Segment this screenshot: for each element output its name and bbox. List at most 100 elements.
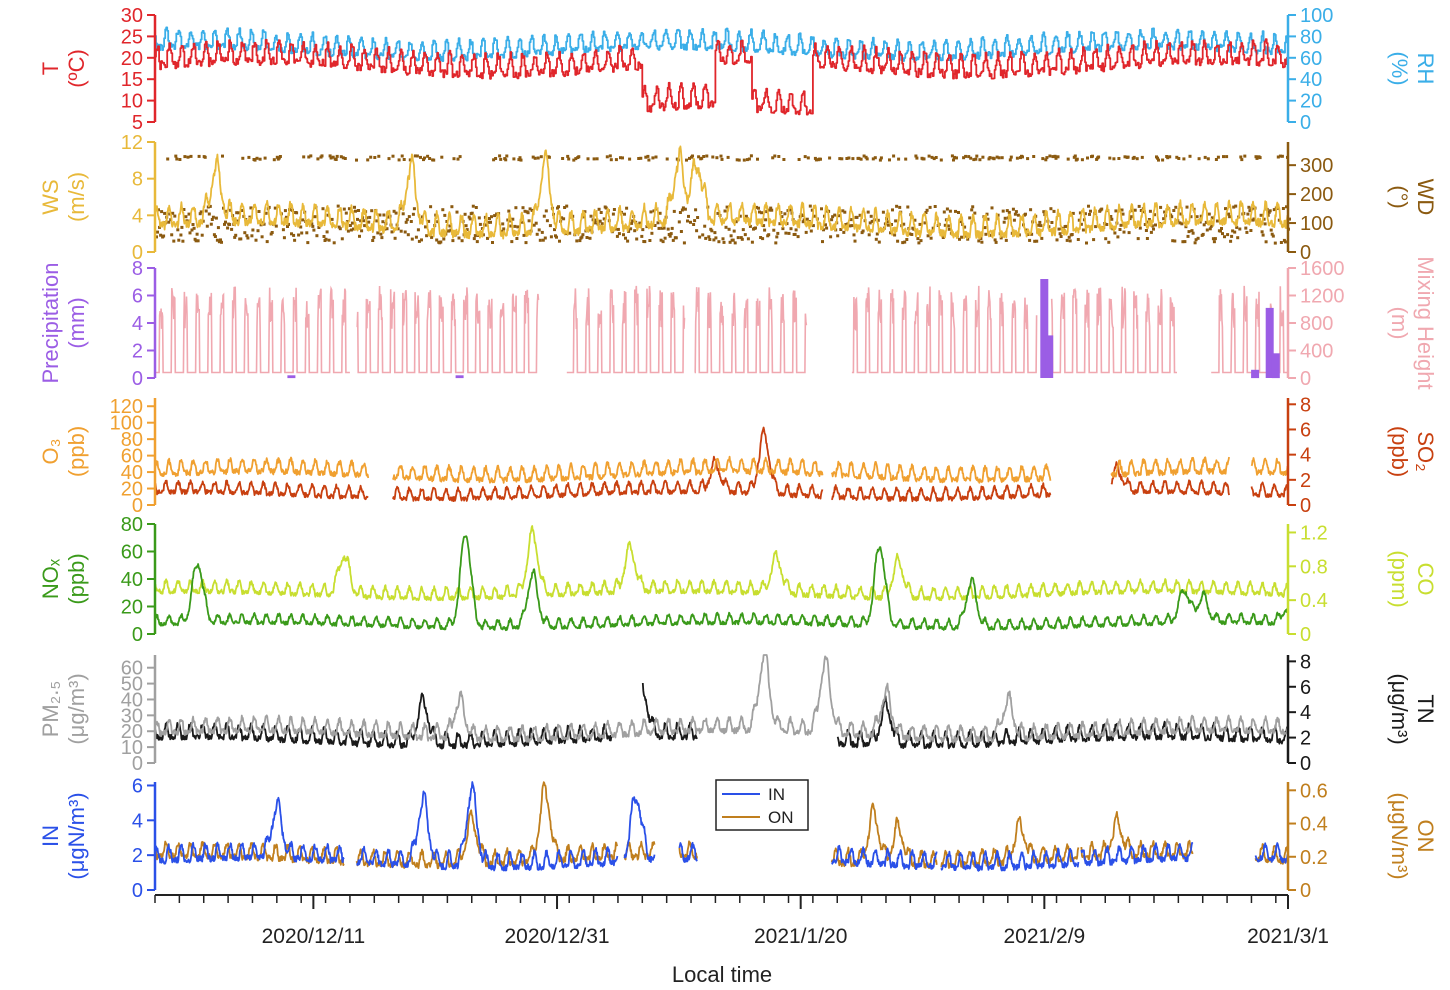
wd-point [939, 158, 943, 162]
o3so2-o-series [154, 455, 1289, 484]
legend-label: IN [768, 785, 785, 804]
wd-point [999, 236, 1003, 240]
y-tick-label: 15 [121, 69, 143, 91]
wd-point [451, 239, 455, 243]
wd-point [1110, 217, 1114, 221]
wd-point [765, 210, 769, 214]
wd-point [211, 215, 215, 219]
wd-point [535, 232, 539, 236]
wd-point [953, 155, 956, 159]
wd-point [906, 205, 910, 209]
wd-point [822, 228, 825, 232]
wd-point [887, 223, 890, 227]
wd-point [1224, 207, 1227, 211]
wd-point [174, 154, 178, 158]
y-tick-label: 0 [1300, 753, 1311, 775]
wd-point [443, 213, 447, 217]
wd-point [439, 240, 443, 244]
wd-point [660, 226, 664, 230]
wd-point [1145, 237, 1149, 240]
y-tick-label: 4 [1300, 445, 1311, 467]
axis-title-name: RH [1413, 53, 1438, 85]
wd-point [926, 234, 930, 238]
wd-point [742, 158, 746, 162]
wd-point [797, 158, 801, 161]
y-tick-label: 25 [121, 26, 143, 48]
noxco-no-series [154, 535, 1289, 632]
labels-layer: T (ºC) RH(%) WS (m/s) WD(°) Precipitation (mm) M… [38, 49, 1438, 879]
wd-point [962, 156, 966, 160]
wd-point [1186, 234, 1190, 238]
wd-point [740, 237, 744, 241]
wd-point [721, 237, 725, 241]
wd-point [348, 224, 352, 227]
axis-title-unit: (ppb) [64, 426, 89, 477]
wd-point [1040, 236, 1044, 240]
wd-point [175, 157, 179, 161]
wd-point [1270, 232, 1274, 236]
wd-point [806, 156, 810, 160]
wd-point [281, 228, 285, 232]
wd-point [539, 155, 543, 159]
wd-point [327, 238, 331, 242]
wd-point [396, 227, 400, 231]
wd-point [293, 238, 297, 242]
wd-point [787, 231, 791, 235]
wd-point [774, 241, 778, 245]
wd-point [967, 155, 971, 159]
y-tick-label: 20 [121, 48, 143, 70]
wd-point [929, 236, 933, 240]
wd-point [868, 221, 872, 225]
wd-point [397, 158, 401, 162]
wd-point [1135, 157, 1139, 161]
wd-point [489, 220, 492, 224]
wd-point [204, 209, 208, 213]
axis-title-unit: (μg/m³) [64, 673, 89, 744]
wd-point [155, 235, 158, 239]
wd-point [1035, 239, 1039, 243]
wd-point [1219, 229, 1222, 233]
wd-point [1272, 208, 1276, 212]
x-tick-label: 2020/12/31 [504, 925, 609, 948]
wd-point [283, 209, 287, 213]
wd-point [1013, 212, 1017, 216]
wd-point [423, 156, 426, 160]
wd-point [1234, 204, 1238, 208]
y-tick-label: 12 [121, 132, 143, 154]
wd-point [190, 228, 194, 232]
y-tick-label: 4 [132, 810, 143, 832]
wd-point [492, 158, 496, 162]
wd-point [188, 231, 192, 235]
wd-point [521, 206, 525, 210]
wd-point [427, 219, 431, 223]
wd-point [1028, 238, 1032, 242]
wd-point [1236, 236, 1240, 240]
wd-point [712, 238, 716, 242]
wd-point [739, 236, 743, 240]
y-tick-label: 100 [1300, 213, 1333, 235]
wd-point [167, 220, 171, 224]
wd-point [646, 154, 650, 158]
wd-point [1083, 212, 1087, 216]
wd-point [1212, 240, 1216, 244]
wd-point [256, 229, 260, 233]
axis-title-name: CO [1413, 563, 1438, 596]
wd-point [932, 157, 936, 161]
wd-point [1263, 222, 1267, 226]
wd-point [759, 236, 763, 239]
wd-point [217, 240, 221, 244]
wd-point [858, 213, 862, 217]
axis-title: Precipitation (mm) [38, 262, 89, 383]
x-tick-label: 2020/12/11 [262, 925, 366, 948]
o3so2-right-axis: 0 2 4 6 8 [1286, 394, 1311, 517]
series-line [154, 654, 1289, 744]
wd-point [755, 205, 758, 209]
y-tick-label: 1200 [1300, 286, 1345, 308]
wd-point [387, 157, 391, 161]
wd-point [320, 154, 324, 158]
wd-point [390, 230, 394, 234]
wd-point [870, 219, 874, 223]
wd-point [548, 224, 552, 228]
wd-point [275, 155, 279, 159]
